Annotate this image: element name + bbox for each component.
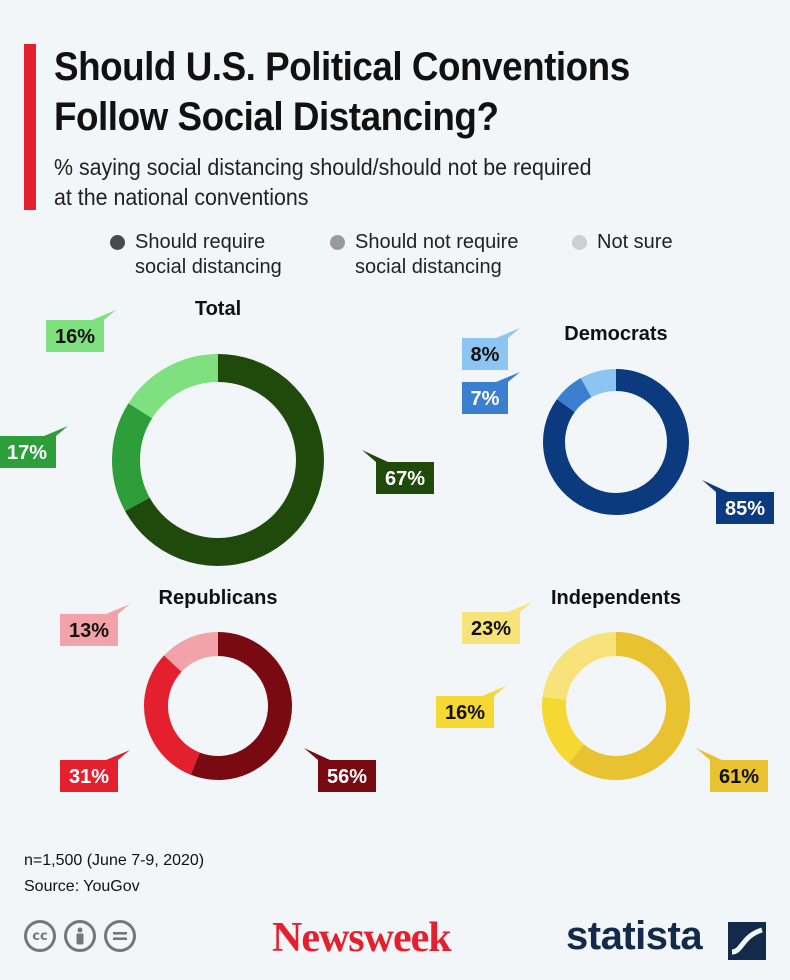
label-pointer [508,602,532,612]
subtitle-line-2: at the national conventions [54,184,309,210]
legend-label: Not sure [597,231,673,253]
legend-dot-icon [572,235,587,250]
label-text: 61% [719,766,759,788]
subtitle: % saying social distancing should/should… [54,152,705,212]
donut-slice-independents-should-not-require [542,696,585,764]
label-pointer [482,686,506,696]
label-text: 85% [725,498,765,520]
legend: Should require social distancing Should … [0,230,790,286]
newsweek-logo: Newsweek [272,915,452,961]
label-box [60,614,118,646]
label-box [462,612,520,644]
label-text: 23% [471,618,511,640]
slice-label-independents-not-sure: 23% [462,602,532,644]
label-box [376,462,434,494]
slice-label-democrats-should-not-require: 7% [462,372,520,414]
label-text: 17% [7,442,47,464]
legend-item-should-not-require: Should not require social distancing [330,230,518,280]
attribution-icon [64,920,96,952]
label-text: 16% [445,702,485,724]
legend-label: Should not require social distancing [355,231,519,278]
label-pointer [44,426,68,436]
license-icons: cc [24,920,136,952]
donut-slice-republicans-should-not-require [144,655,201,775]
label-box [0,436,56,468]
label-text: 16% [55,326,95,348]
donut-slice-republicans-not-sure [164,632,219,673]
label-text: 7% [471,388,500,410]
slice-label-independents-should-not-require: 16% [436,686,506,728]
label-text: 31% [69,766,109,788]
legend-dot-icon [110,235,125,250]
slice-label-republicans-not-sure: 13% [60,604,130,646]
statista-logo: statista [566,914,703,958]
label-pointer [496,328,520,338]
subtitle-line-1: % saying social distancing should/should… [54,154,592,180]
donut-slice-independents-should-require [568,632,690,780]
slice-label-total-not-sure: 16% [46,310,116,352]
label-pointer [702,480,728,492]
source-note: Source: YouGov [24,878,140,895]
label-text: 8% [471,344,500,366]
label-box [46,320,104,352]
donut-slice-republicans-should-require [190,632,292,780]
label-box [436,696,494,728]
legend-label: Should require social distancing [135,231,282,278]
slice-label-total-should-not-require: 17% [0,426,68,468]
label-pointer [696,748,722,760]
title-line-1: Should U.S. Political Conventions [54,45,630,89]
label-box [462,338,508,370]
page-title: Should U.S. Political Conventions Follow… [54,42,716,142]
no-derivatives-icon [104,920,136,952]
label-box [318,760,376,792]
donut-slice-total-should-require [125,354,324,566]
label-box [716,492,774,524]
label-text: 56% [327,766,367,788]
cc-license-icon: cc [24,920,56,952]
slice-label-republicans-should-not-require: 31% [60,750,130,792]
label-box [60,760,118,792]
statista-mark-icon [728,922,766,960]
title-line-2: Follow Social Distancing? [54,95,499,139]
slice-label-republicans-should-require: 56% [304,748,376,792]
legend-dot-icon [330,235,345,250]
label-pointer [92,310,116,320]
donut-slice-independents-not-sure [542,632,617,701]
donut-slice-democrats-should-not-require [556,378,592,413]
chart-title-total: Total [195,298,241,320]
slice-label-democrats-should-require: 85% [702,480,774,524]
label-box [462,382,508,414]
slice-label-total-should-require: 67% [362,450,434,494]
donut-slice-democrats-not-sure [580,369,617,398]
legend-item-should-require: Should require social distancing [110,230,282,280]
legend-item-not-sure: Not sure [572,230,673,255]
slice-label-democrats-not-sure: 8% [462,328,520,370]
accent-bar [24,44,36,210]
label-pointer [362,450,388,462]
chart-title-independents: Independents [551,587,681,609]
donut-slice-total-should-not-require [112,403,153,512]
label-box [710,760,768,792]
footer: cc Newsweek statista [0,910,790,970]
donut-slice-democrats-should-require [543,369,689,515]
chart-title-republicans: Republicans [159,587,278,609]
label-text: 13% [69,620,109,642]
label-text: 67% [385,468,425,490]
label-pointer [106,604,130,614]
footnote: n=1,500 (June 7-9, 2020) Source: YouGov [24,848,204,900]
label-pointer [496,372,520,382]
chart-title-democrats: Democrats [564,323,667,345]
slice-label-independents-should-require: 61% [696,748,768,792]
donut-slice-total-not-sure [128,354,219,419]
label-pointer [304,748,330,760]
label-pointer [106,750,130,760]
sample-note: n=1,500 (June 7-9, 2020) [24,852,205,869]
